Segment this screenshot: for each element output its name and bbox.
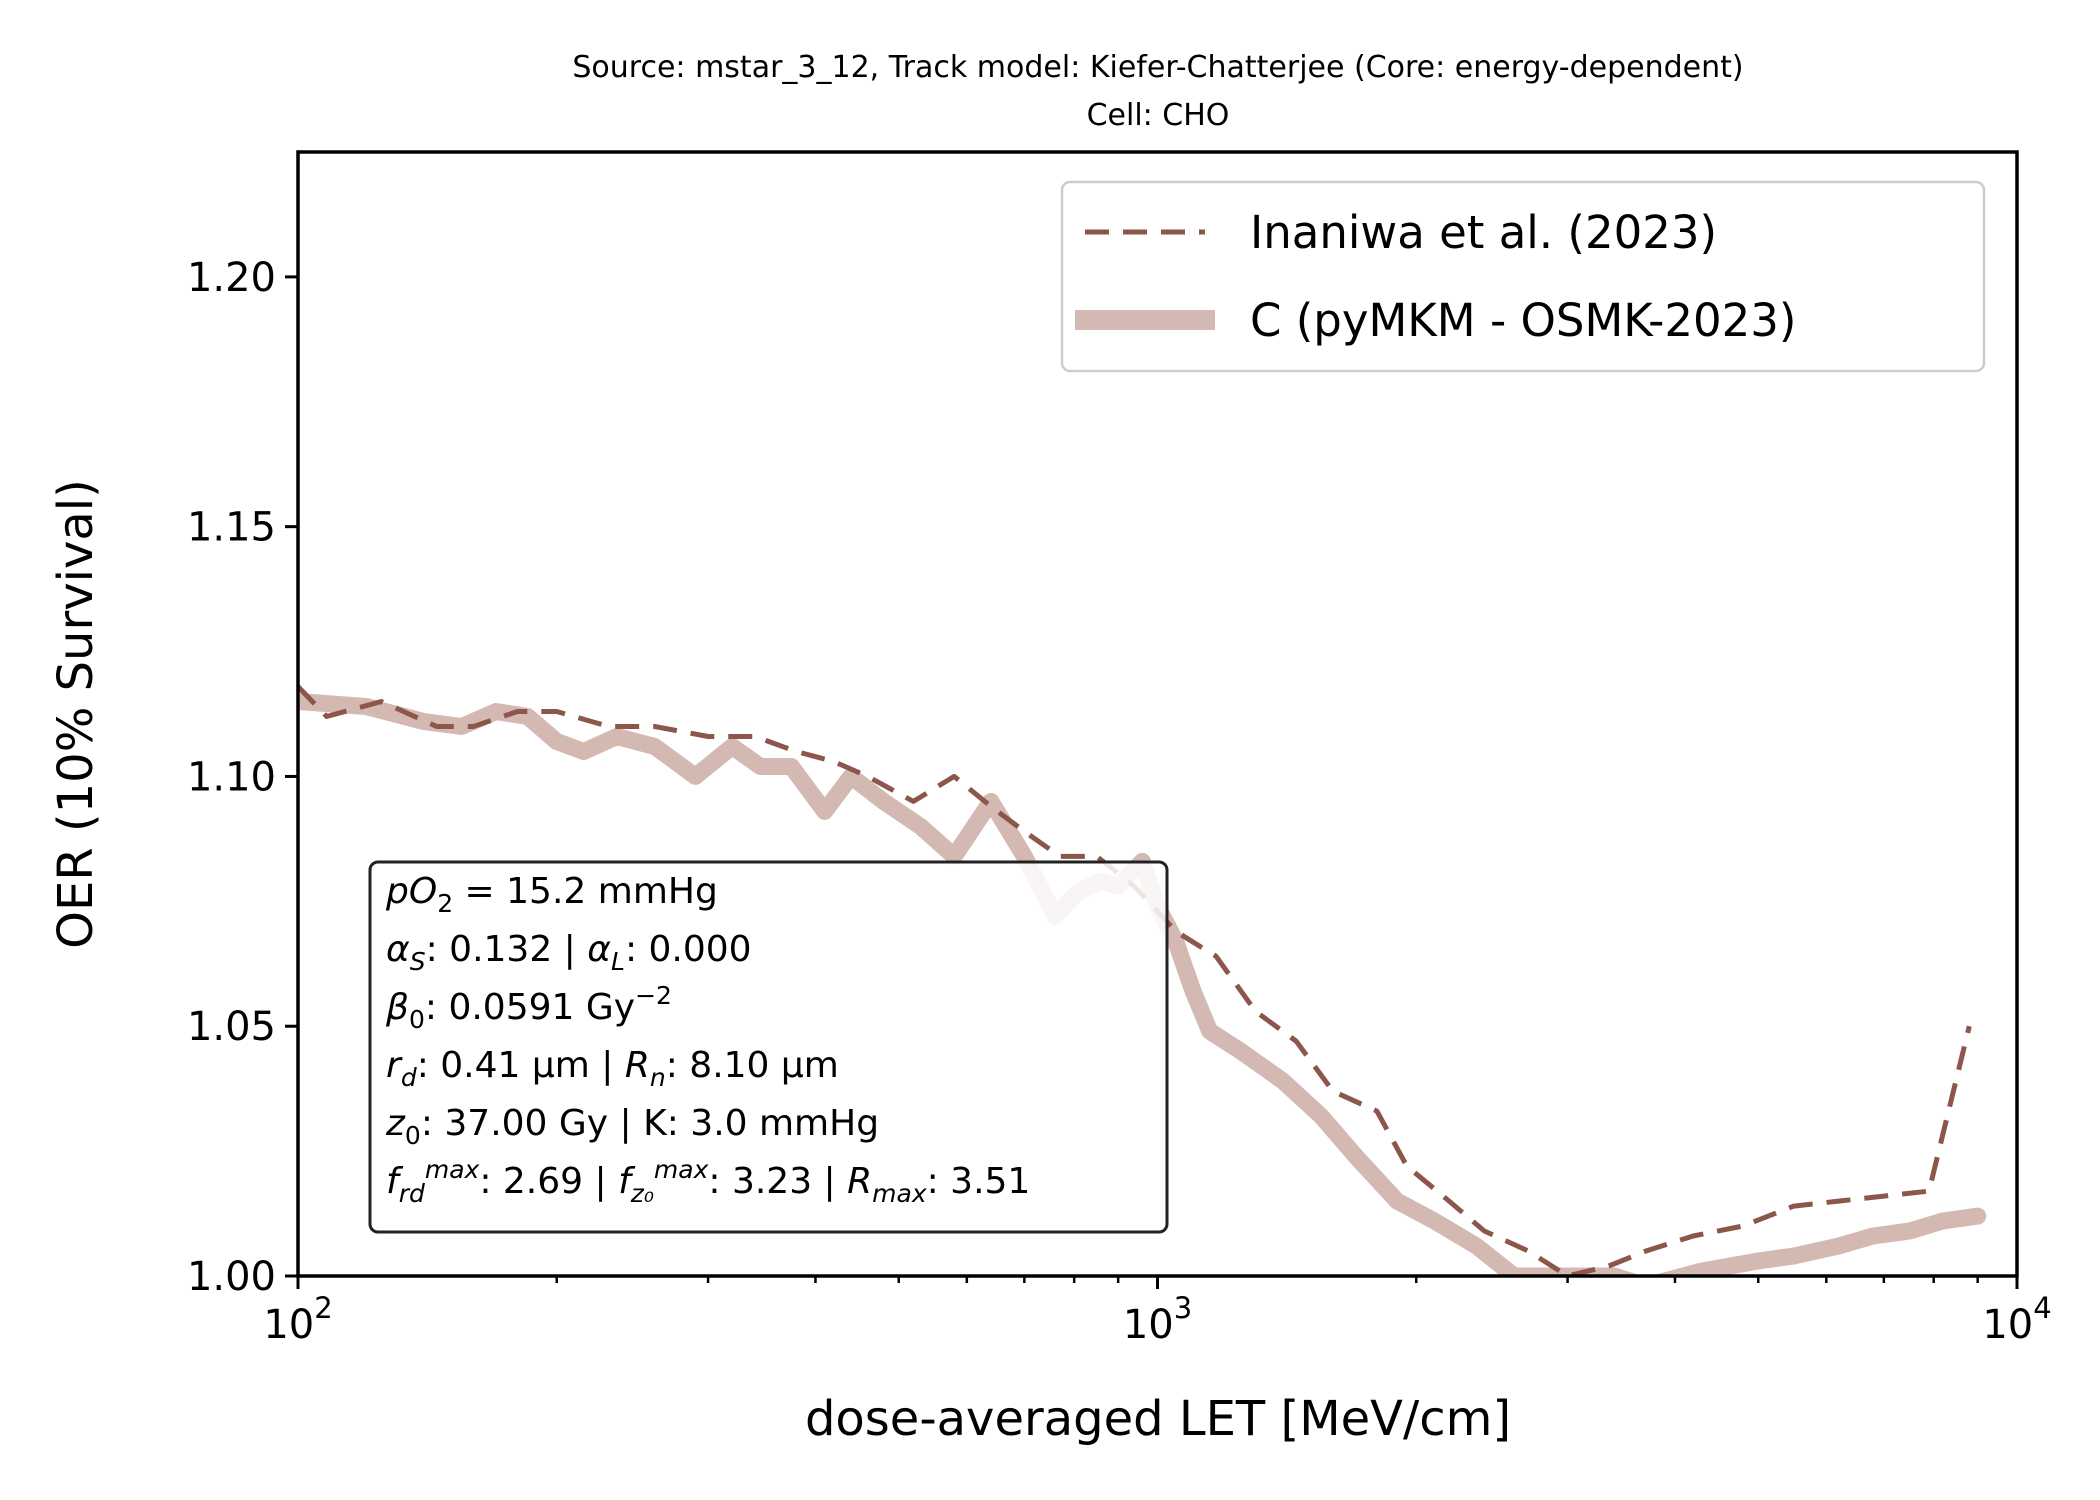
x-tick-label: 102: [263, 1291, 332, 1348]
parameter-line: αS: 0.132 | αL: 0.000: [386, 929, 752, 976]
x-tick-label: 103: [1123, 1291, 1192, 1348]
y-tick-label: 1.15: [187, 505, 276, 551]
y-tick-label: 1.05: [187, 1004, 276, 1050]
chart-title: Source: mstar_3_12, Track model: Kiefer-…: [572, 50, 1743, 85]
parameter-lines: pO2 = 15.2 mmHg αS: 0.132 | αL: 0.000 β0: …: [385, 871, 1030, 1208]
parameter-line: rd: 0.41 μm | Rn: 8.10 μm: [386, 1045, 839, 1092]
y-tick-label: 1.10: [187, 754, 276, 800]
parameter-box: pO2 = 15.2 mmHg αS: 0.132 | αL: 0.000 β0: …: [368, 860, 1169, 1234]
legend-label-inaniwa: Inaniwa et al. (2023): [1250, 206, 1717, 259]
parameter-line: frdmax: 2.69 | fz₀max: 3.23 | Rmax: 3.51: [386, 1155, 1030, 1208]
parameter-line: z0: 37.00 Gy | K: 3.0 mmHg: [385, 1103, 879, 1150]
x-tick-label: 104: [1982, 1291, 2051, 1348]
legend: Inaniwa et al. (2023) C (pyMKM - OSMK-20…: [1060, 180, 1986, 373]
parameter-box-frame: [368, 860, 1169, 1234]
y-tick-label: 1.00: [187, 1254, 276, 1300]
x-axis: 102 103 104: [263, 1276, 2052, 1348]
legend-label-pymkm: C (pyMKM - OSMK-2023): [1250, 294, 1796, 347]
y-axis: 1.00 1.05 1.10 1.15 1.20: [187, 255, 298, 1300]
chart-subtitle: Cell: CHO: [1087, 98, 1230, 133]
y-tick-label: 1.20: [187, 255, 276, 301]
parameter-line: pO2 = 15.2 mmHg: [385, 871, 718, 918]
y-axis-label: OER (10% Survival): [48, 479, 104, 949]
parameter-line: β0: 0.0591 Gy−2: [385, 981, 672, 1034]
x-axis-label: dose-averaged LET [MeV/cm]: [805, 1391, 1511, 1447]
legend-box: [1060, 180, 1986, 373]
